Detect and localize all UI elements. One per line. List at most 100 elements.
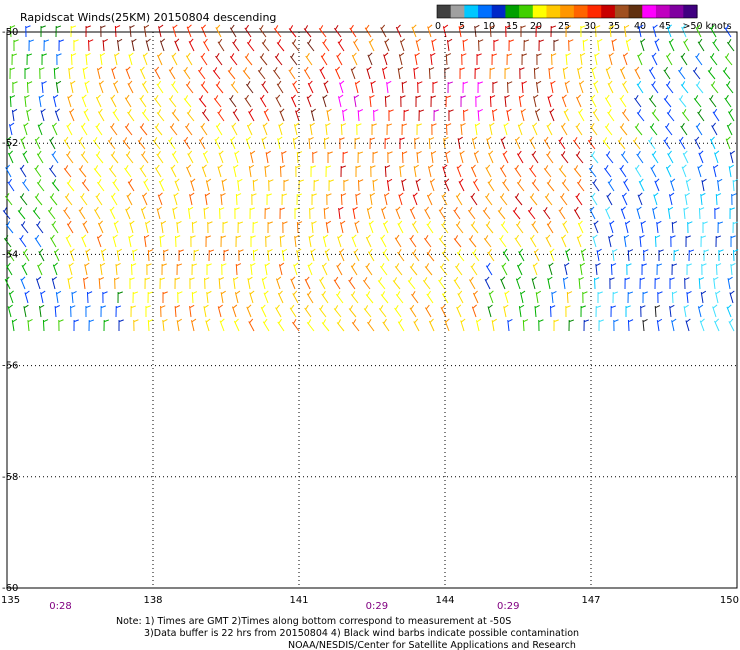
wind-barb-flag (266, 150, 271, 155)
wind-barb-flag (355, 220, 360, 225)
wind-barb-flag (249, 108, 253, 114)
wind-barb-flag (623, 178, 628, 184)
wind-barb-flag (520, 290, 526, 295)
wind-barb-flag (410, 234, 414, 240)
wind-barb (95, 96, 102, 108)
wind-barb (648, 98, 657, 108)
wind-barb-flag (472, 249, 477, 254)
wind-barb (320, 55, 328, 66)
wind-barb-flag (263, 318, 268, 324)
wind-barb-flag (52, 276, 57, 281)
wind-barb-flag (56, 25, 62, 29)
wind-barb-flag (54, 67, 60, 71)
wind-barb (401, 180, 405, 192)
wind-barb (232, 111, 240, 122)
wind-barb (98, 277, 101, 290)
wind-barb (67, 96, 72, 108)
wind-barb-flag (684, 277, 690, 281)
wind-barb (472, 292, 479, 304)
wind-barb (697, 306, 702, 318)
wind-barb-flag (488, 178, 493, 184)
wind-barb (325, 222, 329, 234)
wind-barb-flag (55, 305, 60, 309)
wind-barb (318, 307, 327, 318)
wind-barb-flag (188, 206, 194, 211)
wind-barb (174, 305, 177, 318)
wind-barb-flag (82, 94, 87, 99)
wind-barb (53, 250, 60, 262)
wind-barb-flag (439, 276, 443, 282)
wind-barb (595, 264, 598, 276)
wind-barb-flag (640, 38, 646, 43)
wind-barb-flag (366, 291, 371, 296)
wind-barb (443, 138, 446, 150)
wind-barb (157, 194, 163, 206)
wind-barb (233, 278, 236, 290)
wind-barb-flag (523, 319, 529, 323)
wind-barb (80, 195, 88, 206)
wind-barb (487, 251, 495, 262)
wind-barb-flag (726, 81, 731, 86)
wind-barb-flag (716, 263, 722, 267)
wind-barb-flag (649, 66, 654, 72)
wind-barb-flag (290, 53, 295, 58)
wind-barb (261, 42, 270, 52)
wind-barb-flag (373, 109, 379, 113)
wind-barb (686, 292, 689, 304)
wind-barb-flag (25, 25, 31, 29)
wind-barb (82, 223, 89, 234)
wind-barb (201, 111, 210, 122)
wind-barb-flag (626, 38, 632, 43)
wind-barb (168, 139, 176, 150)
wind-barb (342, 110, 345, 122)
wind-barb-flag (293, 136, 299, 141)
wind-barb (187, 208, 191, 220)
wind-barb-flag (341, 123, 347, 127)
wind-barb (230, 138, 236, 150)
wind-barb-flag (733, 179, 738, 183)
wind-barb (34, 138, 41, 150)
wind-barb-flag (393, 277, 398, 282)
wind-barb (257, 70, 266, 80)
wind-barb-flag (187, 24, 192, 29)
wind-barb-flag (144, 24, 150, 29)
wind-barb-flag (384, 192, 390, 197)
wind-barb-flag (354, 137, 360, 141)
wind-barb (534, 110, 540, 122)
wind-barb-flag (563, 66, 569, 71)
wind-barb (560, 195, 568, 206)
wind-barb (430, 152, 434, 164)
wind-barb-flag (699, 207, 705, 211)
wind-barb-flag (278, 290, 283, 295)
wind-barb (543, 139, 551, 150)
wind-barb-flag (23, 178, 27, 184)
legend-swatch (505, 5, 520, 18)
wind-barb-flag (232, 122, 237, 128)
wind-barb (333, 279, 341, 290)
wind-barb (514, 196, 523, 206)
wind-barb (227, 70, 236, 80)
wind-barb (22, 181, 30, 192)
wind-barb (470, 224, 479, 234)
wind-barb (413, 166, 417, 178)
wind-barb (183, 69, 191, 80)
wind-barb-flag (129, 220, 135, 225)
wind-barb-flag (468, 207, 473, 212)
wind-barb (20, 224, 29, 234)
wind-barb-flag (559, 206, 564, 212)
wind-barb-flag (383, 52, 389, 57)
wind-barb-flag (476, 318, 482, 323)
wind-barb (445, 53, 448, 66)
wind-barb (248, 166, 252, 178)
wind-barb (142, 54, 148, 66)
wind-barb-flag (277, 80, 282, 86)
wind-barb (726, 41, 735, 52)
wind-barb-flag (608, 178, 613, 184)
wind-barb-flag (398, 66, 404, 71)
wind-barb-flag (717, 221, 724, 225)
wind-barb-flag (355, 165, 361, 169)
wind-barb-flag (578, 277, 584, 281)
wind-barb-flag (96, 192, 101, 198)
wind-barb-flag (605, 94, 610, 100)
wind-barb-flag (398, 318, 403, 324)
